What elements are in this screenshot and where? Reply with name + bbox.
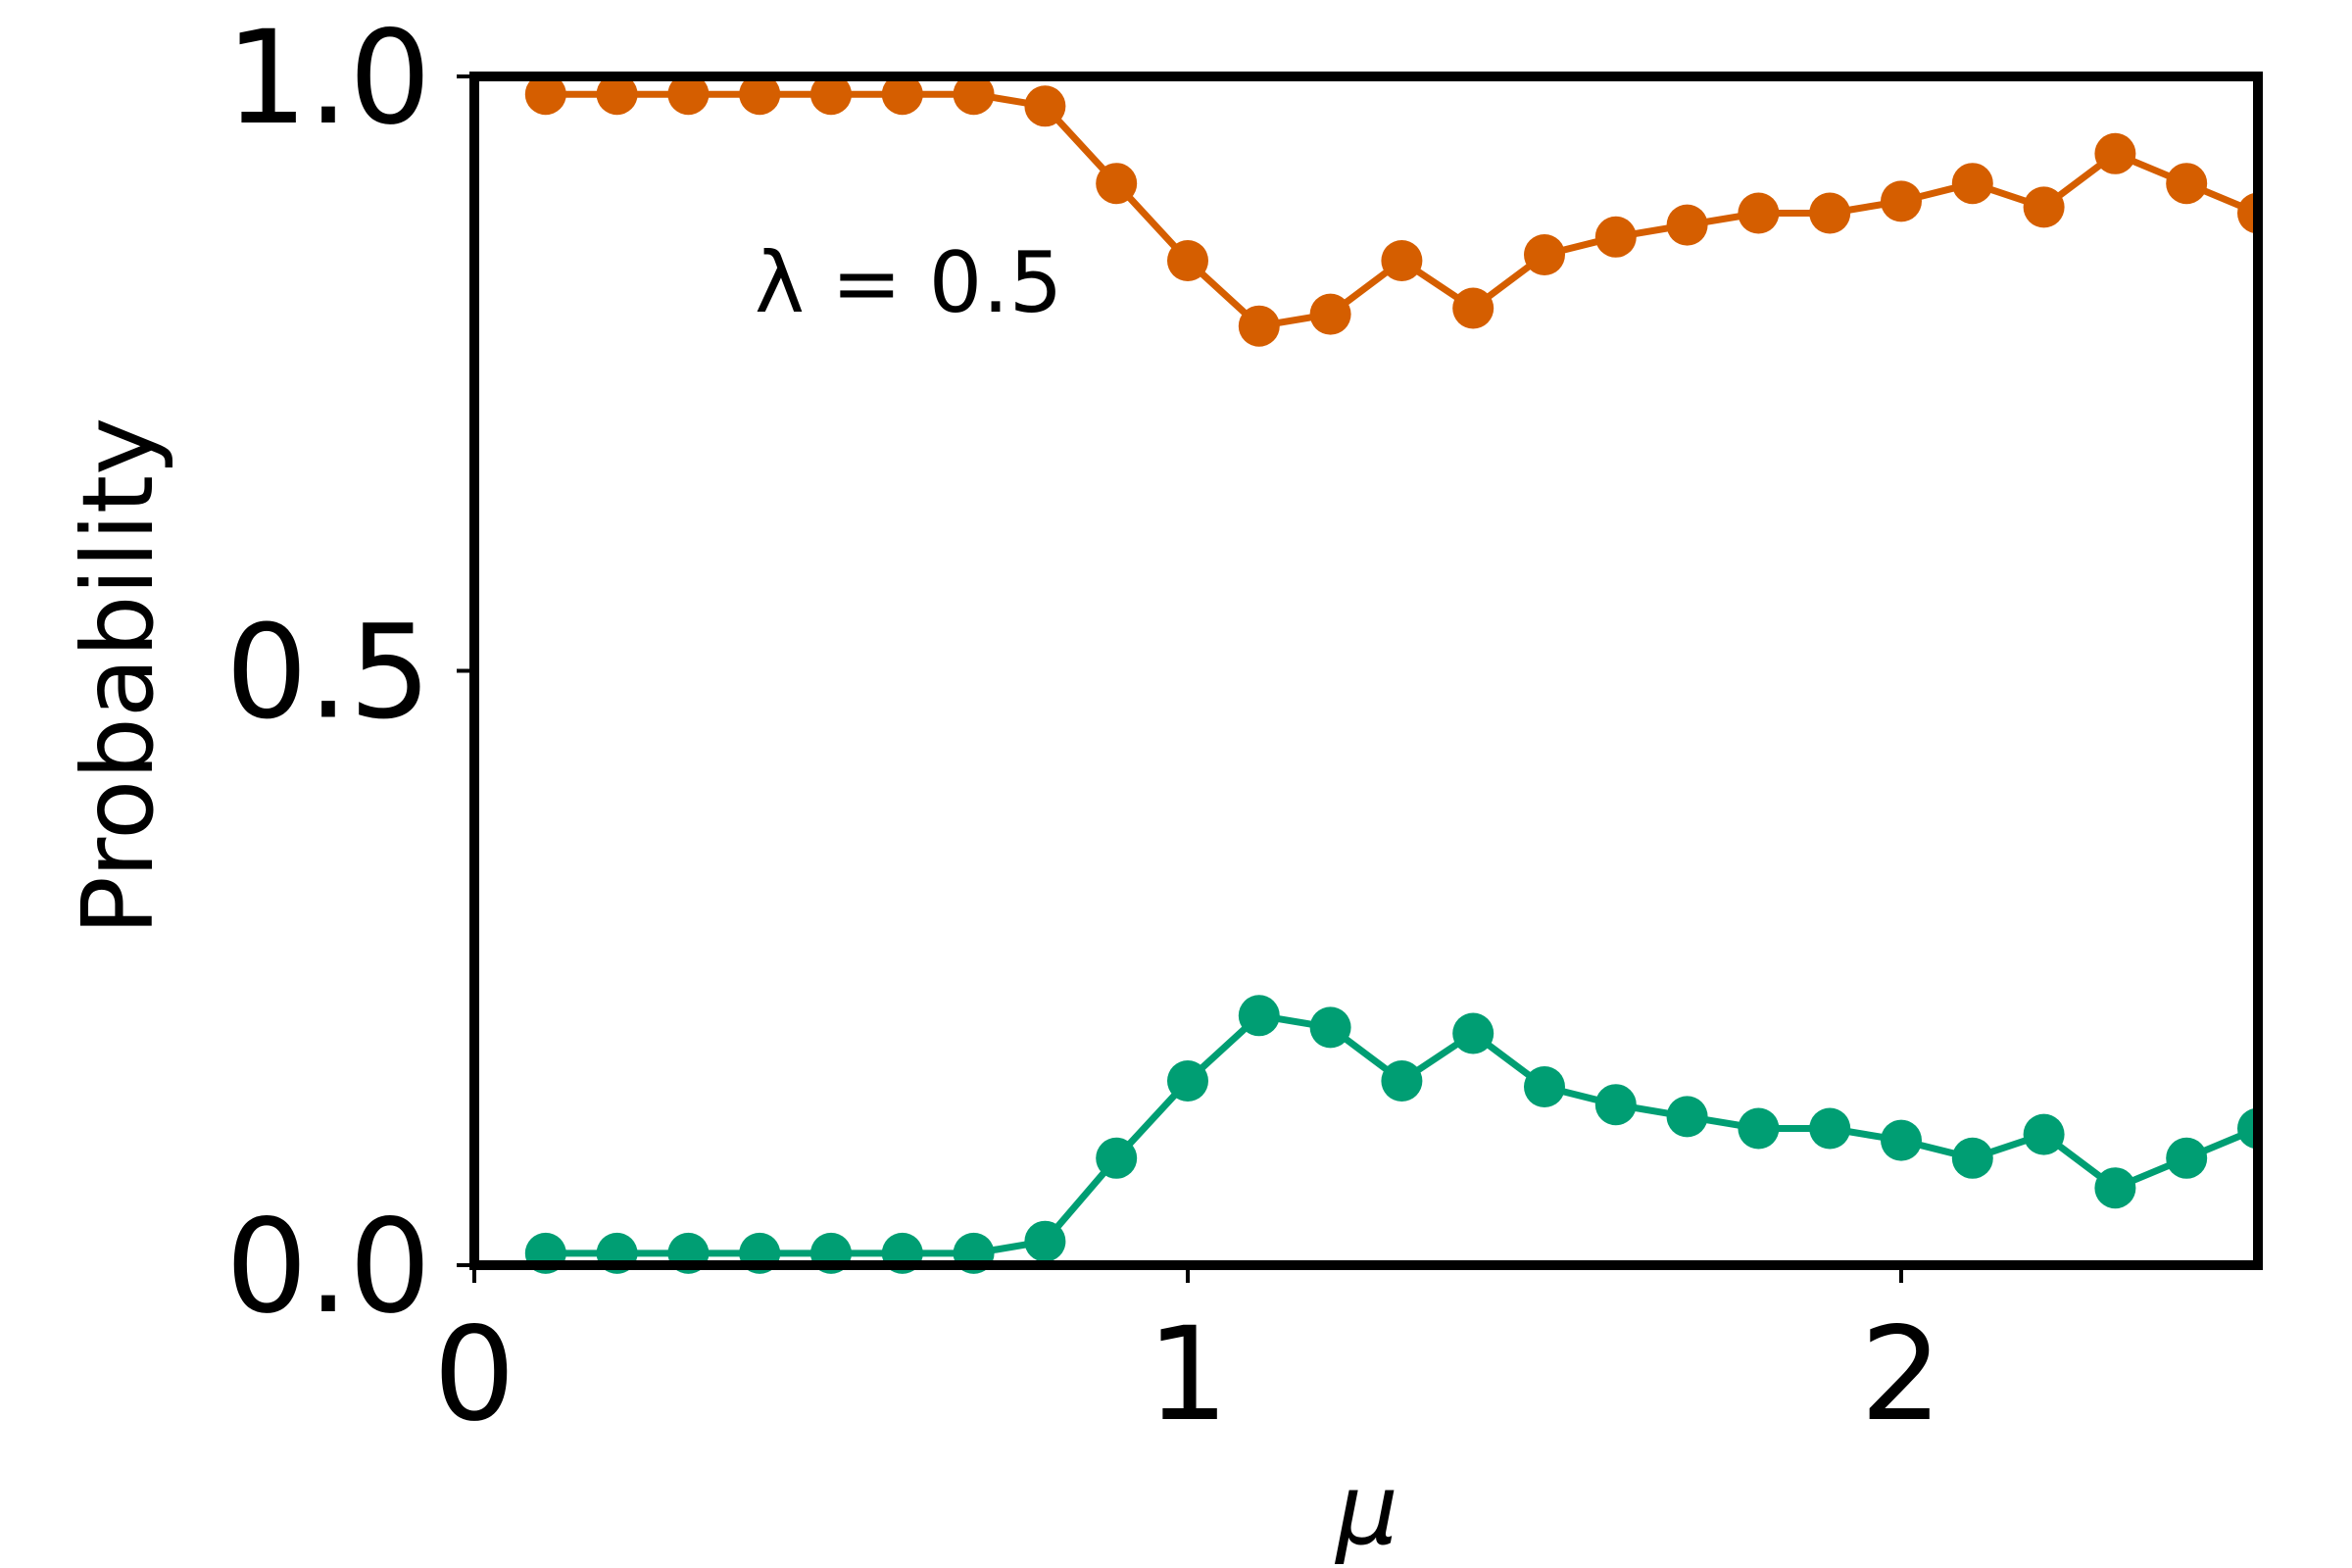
lambda-annotation: λ = 0.5: [755, 234, 1062, 332]
data-point: [1452, 1012, 1494, 1054]
data-point: [1881, 1119, 1922, 1161]
series-line-1: [545, 1011, 2258, 1257]
data-point: [2094, 1167, 2136, 1209]
data-point: [881, 74, 923, 116]
data-point: [1594, 216, 1637, 258]
data-point: [1809, 192, 1851, 234]
x-axis-label: μ: [1334, 1452, 1398, 1567]
y-tick-label: 0.5: [225, 598, 431, 749]
data-point: [1096, 163, 1138, 205]
data-point: [1524, 234, 1565, 275]
series-0: [524, 74, 2258, 347]
data-point: [2166, 163, 2208, 205]
data-point: [1309, 293, 1351, 335]
data-point: [1024, 1220, 1066, 1262]
series-layer: [524, 74, 2258, 1274]
y-axis-label: Probability: [61, 417, 175, 936]
y-tick-label: 1.0: [225, 3, 431, 154]
data-point: [1381, 240, 1423, 281]
data-point: [2166, 1137, 2208, 1179]
data-point: [953, 74, 995, 116]
data-point: [2023, 1113, 2065, 1155]
data-point: [2094, 132, 2136, 174]
plot-frame: [469, 72, 2263, 1270]
data-point: [1381, 1060, 1423, 1102]
data-point: [810, 74, 852, 116]
data-point: [1452, 287, 1494, 329]
y-tick-label: 0.0: [225, 1192, 431, 1343]
data-point: [1809, 1107, 1851, 1150]
data-point: [739, 74, 781, 116]
data-point: [1594, 1084, 1637, 1126]
x-tick-label: 0: [433, 1299, 515, 1450]
data-point: [1666, 204, 1708, 246]
tick-layer: 0 1 2 0.0 0.5 1.0: [225, 3, 1942, 1450]
data-point: [1238, 305, 1280, 347]
data-point: [1951, 1137, 1993, 1179]
x-tick-label: 2: [1860, 1299, 1942, 1450]
data-point: [1524, 1066, 1565, 1107]
data-point: [1096, 1137, 1138, 1179]
data-point: [1238, 995, 1280, 1037]
data-point: [1738, 192, 1780, 234]
data-point: [524, 74, 566, 116]
data-point: [596, 74, 638, 116]
data-point: [1167, 240, 1208, 281]
data-point: [1951, 163, 1993, 205]
data-point: [1666, 1096, 1708, 1138]
series-1: [524, 995, 2258, 1274]
data-point: [1024, 85, 1066, 127]
data-point: [1167, 1060, 1208, 1102]
data-point: [2023, 186, 2065, 228]
data-point: [1881, 180, 1922, 222]
data-point: [1738, 1107, 1780, 1150]
data-point: [2237, 1107, 2258, 1150]
x-tick-label: 1: [1147, 1299, 1229, 1450]
data-point: [2237, 192, 2258, 234]
data-point: [667, 74, 710, 116]
data-point: [1309, 1006, 1351, 1049]
